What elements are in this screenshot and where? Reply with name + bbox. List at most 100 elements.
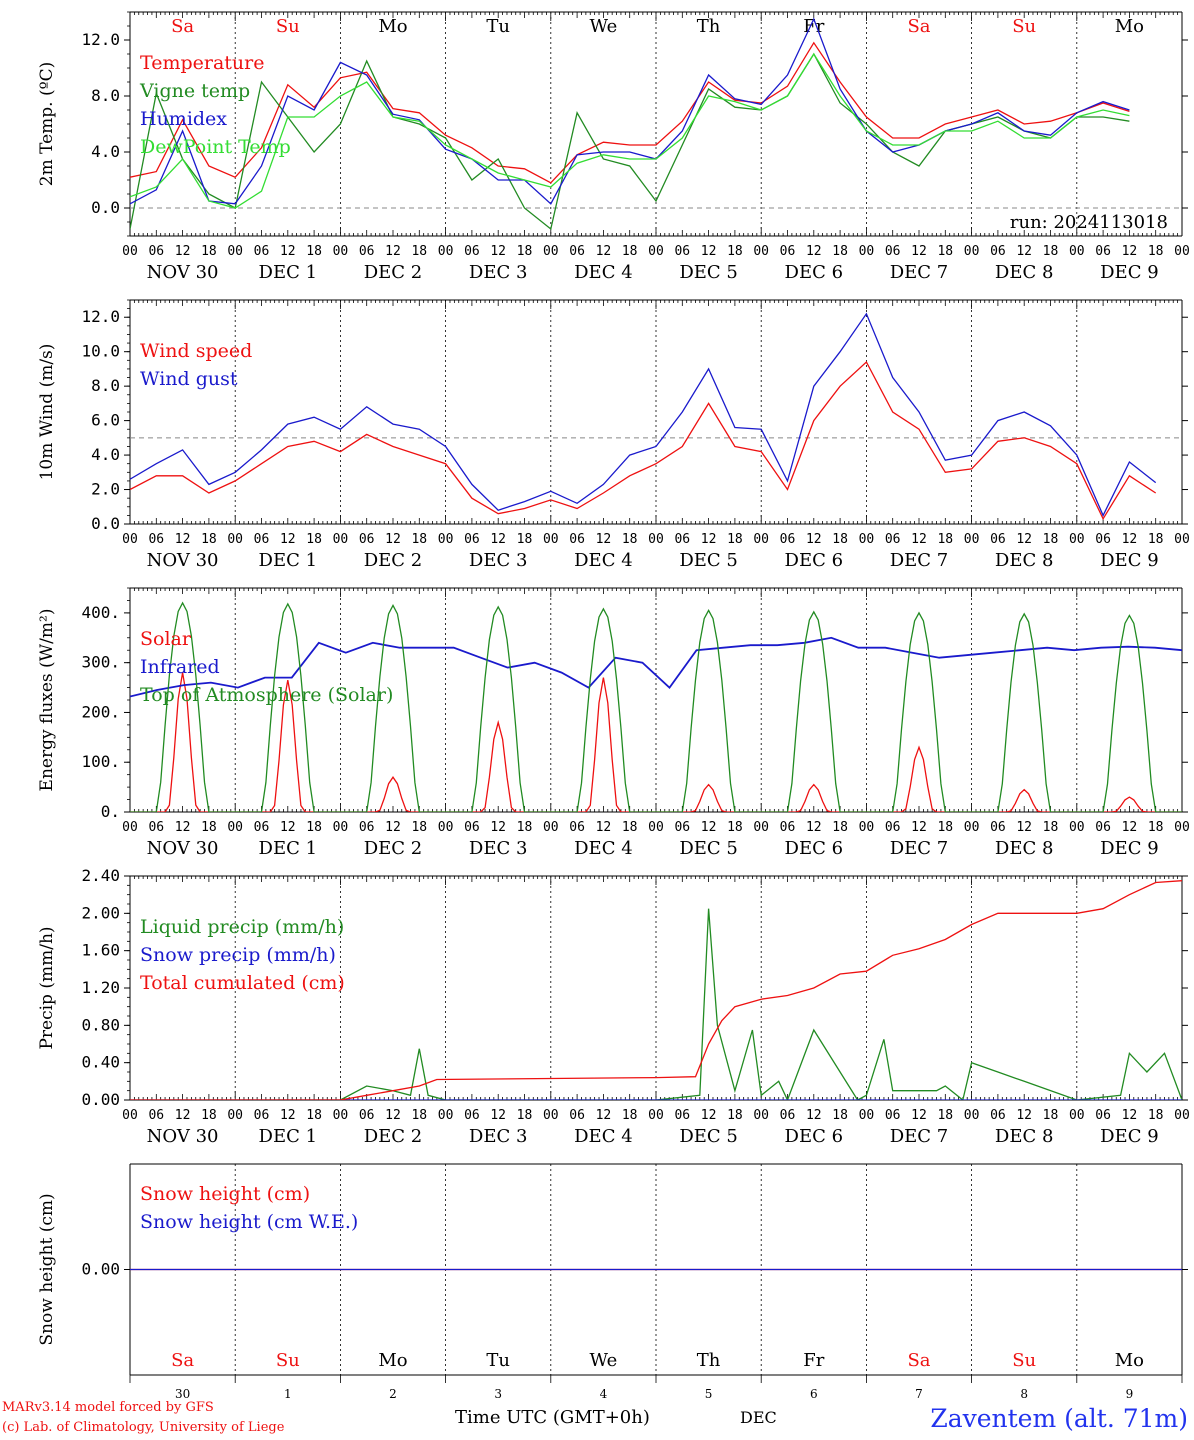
hour-label: 00 (438, 1108, 454, 1123)
date-label: DEC 8 (995, 1126, 1054, 1147)
hour-label: 06 (1095, 244, 1111, 259)
legend-entry: Snow precip (mm/h) (140, 944, 336, 966)
date-label: DEC 7 (890, 262, 949, 283)
hour-label: 18 (727, 1108, 743, 1123)
date-label: DEC 7 (890, 838, 949, 859)
y-tick-label: 4.0 (91, 142, 120, 161)
legend-entry: Top of Atmosphere (Solar) (140, 684, 393, 706)
hour-label: 18 (1148, 532, 1164, 547)
hour-label: 00 (227, 820, 243, 835)
hour-label: 06 (359, 532, 375, 547)
hour-label: 18 (306, 820, 322, 835)
y-tick-label: 2.0 (91, 480, 120, 499)
run-annotation: run: 2024113018 (1010, 212, 1168, 233)
hour-label: 06 (359, 1108, 375, 1123)
hour-label: 00 (648, 532, 664, 547)
hour-label: 18 (727, 532, 743, 547)
hour-label: 00 (859, 244, 875, 259)
hour-label: 18 (832, 244, 848, 259)
hour-label: 18 (411, 244, 427, 259)
hour-label: 00 (648, 1108, 664, 1123)
series-line (130, 17, 1130, 205)
hour-label: 12 (596, 532, 612, 547)
meteogram-panels: 0.04.08.012.02m Temp. (ºC)Sa Su Mo Tu We Th Fr… (37, 11, 1190, 1401)
y-tick-label: 0.40 (81, 1053, 120, 1072)
hour-label: 00 (1069, 244, 1085, 259)
hour-label: 18 (1148, 1108, 1164, 1123)
date-label: DEC 8 (995, 838, 1054, 859)
hour-label: 12 (490, 820, 506, 835)
hour-label: 18 (937, 820, 953, 835)
hour-label: 00 (859, 532, 875, 547)
series-group (130, 601, 1182, 812)
series-line (130, 601, 1182, 812)
hour-label: 12 (911, 820, 927, 835)
hour-label: 06 (1095, 820, 1111, 835)
hour-label: 12 (175, 1108, 191, 1123)
date-label: DEC 1 (259, 262, 318, 283)
day-name-label: Sa (907, 16, 930, 37)
legend-entry: Solar (140, 628, 192, 650)
hour-label: 18 (622, 820, 638, 835)
hour-label: 18 (1043, 820, 1059, 835)
hour-label: 00 (438, 820, 454, 835)
hour-label: 06 (780, 244, 796, 259)
day-name-label: Tu (486, 16, 510, 37)
y-axis-label: 2m Temp. (ºC) (37, 62, 57, 187)
hour-label: 12 (701, 820, 717, 835)
hour-label: 12 (175, 532, 191, 547)
hour-label: 06 (569, 1108, 585, 1123)
hour-label: 18 (517, 820, 533, 835)
hour-label: 12 (911, 1108, 927, 1123)
hour-label: 18 (201, 532, 217, 547)
hour-label: 00 (122, 1108, 138, 1123)
hour-label: 00 (1174, 820, 1190, 835)
y-tick-label: 4.0 (91, 445, 120, 464)
hour-label: 18 (1148, 820, 1164, 835)
y-tick-label: 300. (81, 653, 120, 672)
legend-entry: Wind gust (140, 368, 238, 390)
legend-entry: Vigne temp (139, 80, 250, 102)
hour-label: 18 (832, 532, 848, 547)
hour-label: 06 (780, 1108, 796, 1123)
hour-label: 06 (569, 820, 585, 835)
hour-label: 06 (464, 532, 480, 547)
series-line (130, 908, 1182, 1100)
y-axis-label: Energy fluxes (W/m²) (37, 609, 57, 792)
date-label: DEC 5 (679, 1126, 738, 1147)
hour-label: 06 (990, 820, 1006, 835)
hour-label: 12 (701, 244, 717, 259)
hour-label: 12 (385, 532, 401, 547)
hour-label: 12 (806, 1108, 822, 1123)
panel-3: 0. 100. 200. 300. 400. Energy fluxes (W/m²) 00… (37, 587, 1190, 859)
y-tick-label: 400. (81, 603, 120, 622)
hour-label: 18 (411, 820, 427, 835)
hour-label: 18 (1043, 1108, 1059, 1123)
hour-label: 18 (937, 1108, 953, 1123)
hour-label: 18 (201, 1108, 217, 1123)
day-number-label: 4 (600, 1387, 608, 1401)
hour-label: 06 (990, 532, 1006, 547)
hour-label: 06 (885, 1108, 901, 1123)
day-name-label: Sa (907, 1350, 930, 1371)
hour-label: 00 (753, 532, 769, 547)
hour-label: 12 (175, 244, 191, 259)
hour-label: 00 (543, 532, 559, 547)
hour-label: 00 (1174, 244, 1190, 259)
hour-label: 00 (333, 532, 349, 547)
hour-label: 00 (227, 532, 243, 547)
hour-label: 00 (859, 820, 875, 835)
date-label: DEC 3 (469, 262, 528, 283)
hour-label: 06 (148, 244, 164, 259)
y-tick-label: 0. (101, 802, 120, 821)
hour-label: 06 (780, 532, 796, 547)
y-axis-label: Precip (mm/h) (37, 926, 57, 1049)
series-group (130, 17, 1130, 231)
date-label: DEC 7 (890, 1126, 949, 1147)
y-tick-label: 0.0 (91, 198, 120, 217)
hour-label: 00 (543, 820, 559, 835)
hour-label: 12 (280, 1108, 296, 1123)
hour-label: 06 (885, 244, 901, 259)
date-label: DEC 6 (785, 550, 844, 571)
